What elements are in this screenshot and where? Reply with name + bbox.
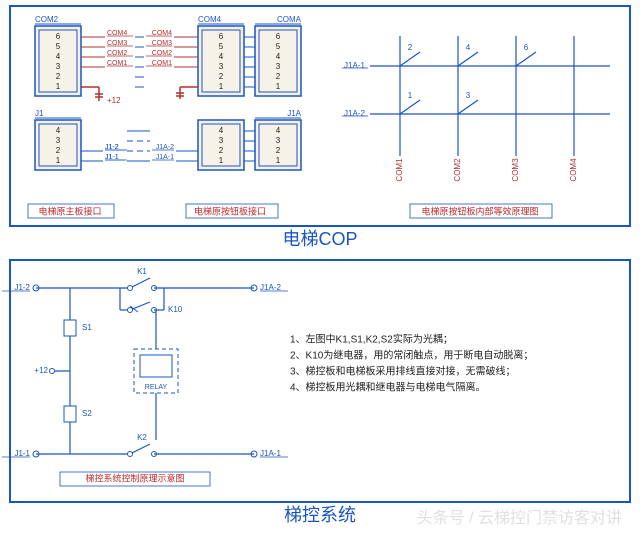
svg-text:S1: S1: [82, 323, 92, 332]
svg-text:2: 2: [276, 72, 281, 81]
svg-text:6: 6: [276, 32, 281, 41]
svg-text:电梯COP: 电梯COP: [282, 229, 357, 249]
svg-text:6: 6: [524, 43, 529, 52]
svg-text:3: 3: [56, 62, 61, 71]
svg-text:5: 5: [56, 42, 61, 51]
svg-text:K1: K1: [137, 267, 147, 276]
svg-text:4: 4: [56, 126, 61, 135]
svg-text:电梯原按钮板内部等效原理图: 电梯原按钮板内部等效原理图: [421, 205, 538, 216]
watermark: 头条号 / 云梯控门禁访客对讲: [417, 504, 622, 528]
svg-text:4、梯控板用光耦和继电器与电梯电气隔离。: 4、梯控板用光耦和继电器与电梯电气隔离。: [290, 381, 486, 394]
svg-text:4: 4: [276, 126, 281, 135]
svg-text:2: 2: [276, 146, 281, 155]
svg-text:+12: +12: [34, 366, 48, 375]
svg-text:4: 4: [56, 52, 61, 61]
svg-text:3: 3: [219, 62, 224, 71]
svg-text:6: 6: [56, 32, 61, 41]
svg-text:4: 4: [276, 52, 281, 61]
svg-text:2: 2: [219, 72, 224, 81]
svg-text:2: 2: [219, 146, 224, 155]
svg-text:COM3: COM3: [511, 158, 520, 182]
svg-text:4: 4: [466, 43, 471, 52]
svg-text:3、梯控板和电梯板采用排线直接对接，无需破线；: 3、梯控板和电梯板采用排线直接对接，无需破线；: [290, 365, 516, 378]
svg-text:COM4: COM4: [198, 15, 222, 24]
svg-text:2: 2: [56, 72, 61, 81]
svg-text:RELAY: RELAY: [145, 384, 168, 391]
svg-text:3: 3: [56, 136, 61, 145]
svg-text:2、K10为继电器，用的常闭触点，用于断电自动脱离；: 2、K10为继电器，用的常闭触点，用于断电自动脱离；: [290, 349, 533, 362]
svg-text:5: 5: [219, 42, 224, 51]
svg-text:COMA: COMA: [277, 15, 302, 24]
svg-text:K2: K2: [137, 433, 147, 442]
svg-text:J1A-2: J1A-2: [344, 109, 365, 118]
svg-text:1: 1: [219, 82, 224, 91]
svg-text:梯控系统控制原理示意图: 梯控系统控制原理示意图: [85, 472, 184, 483]
svg-text:J1A: J1A: [287, 109, 301, 118]
svg-text:梯控系统: 梯控系统: [284, 505, 356, 525]
svg-text:电梯原按钮板接口: 电梯原按钮板接口: [194, 205, 266, 216]
svg-text:1: 1: [219, 156, 224, 165]
svg-text:2: 2: [408, 43, 413, 52]
svg-text:1: 1: [276, 82, 281, 91]
svg-text:1、左图中K1,S1,K2,S2实际为光耦；: 1、左图中K1,S1,K2,S2实际为光耦；: [290, 333, 453, 346]
svg-text:4: 4: [219, 52, 224, 61]
svg-text:5: 5: [276, 42, 281, 51]
svg-text:J1A-1: J1A-1: [344, 61, 365, 70]
svg-text:COM2: COM2: [35, 15, 59, 24]
svg-text:J1: J1: [35, 109, 44, 118]
svg-text:2: 2: [56, 146, 61, 155]
svg-text:4: 4: [219, 126, 224, 135]
svg-text:3: 3: [276, 136, 281, 145]
svg-text:K10: K10: [168, 305, 183, 314]
svg-text:1: 1: [276, 156, 281, 165]
svg-text:COM1: COM1: [395, 158, 404, 182]
svg-text:+12: +12: [107, 96, 121, 105]
svg-text:COM4: COM4: [569, 158, 578, 182]
svg-text:3: 3: [276, 62, 281, 71]
svg-text:3: 3: [219, 136, 224, 145]
svg-text:6: 6: [219, 32, 224, 41]
svg-text:1: 1: [56, 82, 61, 91]
svg-text:3: 3: [466, 91, 471, 100]
svg-text:电梯原主板接口: 电梯原主板接口: [38, 205, 101, 216]
svg-text:S2: S2: [82, 409, 92, 418]
svg-text:COM2: COM2: [453, 158, 462, 182]
svg-text:1: 1: [56, 156, 61, 165]
svg-text:1: 1: [408, 91, 413, 100]
